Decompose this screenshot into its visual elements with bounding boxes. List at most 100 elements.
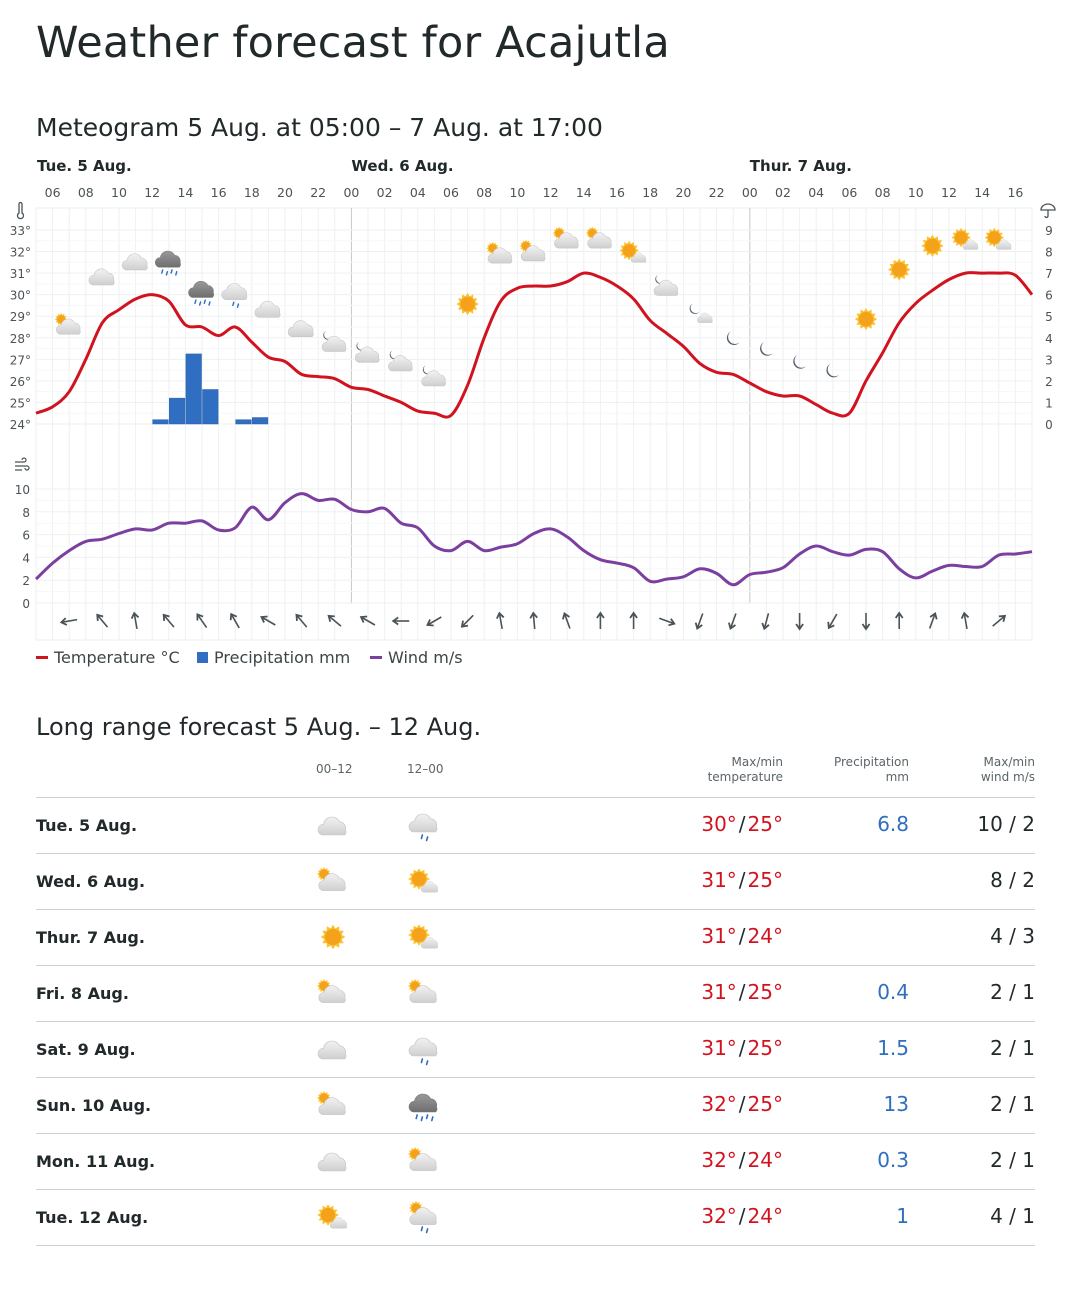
header-divider [36, 797, 1035, 798]
hour-label: 08 [78, 185, 94, 200]
max-temp: 31° [701, 924, 737, 948]
forecast-row[interactable]: Mon. 11 Aug. 32°/24° 0.3 2 / 1 [36, 1134, 1035, 1190]
hour-label: 12 [144, 185, 160, 200]
precipitation-bar [202, 389, 219, 425]
precipitation-axis-label: 3 [1045, 353, 1053, 367]
weather-symbol-cloudy-icon [254, 300, 281, 318]
wind-direction-arrow-icon [596, 611, 605, 629]
hour-label: 22 [709, 185, 725, 200]
row-day: Tue. 5 Aug. [36, 816, 138, 835]
weather-icon-00-12 [313, 808, 353, 844]
min-wind: 1 [1022, 1204, 1035, 1228]
row-temperature: 32°/25° [701, 1092, 783, 1116]
wind-direction-arrow-icon [295, 613, 308, 628]
legend-temperature-swatch [36, 656, 48, 659]
precipitation-axis-label: 7 [1045, 267, 1053, 281]
row-precipitation: 1 [896, 1204, 909, 1228]
wind-direction-arrow-icon [928, 612, 938, 629]
wind-direction-arrow-icon [960, 611, 970, 630]
hour-label: 00 [343, 185, 359, 200]
wind-direction-arrow-icon [861, 613, 871, 631]
min-temp: 25° [747, 980, 783, 1004]
wind-direction-arrow-icon [229, 612, 240, 629]
hour-label: 04 [808, 185, 824, 200]
meteogram-title: Meteogram 5 Aug. at 05:00 – 7 Aug. at 17… [36, 113, 603, 142]
temperature-axis-label: 32° [10, 246, 31, 260]
row-wind: 4 / 1 [990, 1204, 1035, 1228]
header-precipitation-line1: Precipitation [833, 755, 909, 769]
weather-symbol-partlycloudy-night-icon [321, 331, 347, 352]
hour-label: 20 [675, 185, 691, 200]
wind-direction-arrow-icon [795, 613, 804, 631]
legend-wind-label: Wind m/s [388, 648, 463, 667]
header-period-1: 00–12 [316, 762, 353, 776]
forecast-row[interactable]: Tue. 5 Aug. 30°/25° 6.8 10 / 2 [36, 798, 1035, 854]
forecast-row[interactable]: Fri. 8 Aug. 31°/25° 0.4 2 / 1 [36, 966, 1035, 1022]
weather-symbol-fair-day-icon [619, 240, 647, 263]
hour-label: 00 [742, 185, 758, 200]
day-label: Thur. 7 Aug. [750, 157, 852, 175]
weather-symbol-partlycloudy-night-icon [653, 275, 679, 296]
weather-icon-00-12 [313, 1088, 353, 1124]
wind-icon [15, 457, 30, 471]
weather-symbol-cloudy-icon [88, 268, 115, 286]
forecast-row[interactable]: Thur. 7 Aug. 31°/24° 4 / 3 [36, 910, 1035, 966]
wind-direction-arrow-icon [426, 616, 442, 627]
legend-temperature[interactable]: Temperature °C [36, 648, 180, 667]
row-precipitation: 6.8 [877, 812, 909, 836]
page-title: Weather forecast for Acajutla [36, 18, 670, 68]
wind-direction-arrow-icon [761, 613, 770, 631]
legend-precipitation-swatch [197, 652, 208, 663]
precipitation-axis-label: 6 [1045, 289, 1053, 303]
forecast-row[interactable]: Wed. 6 Aug. 31°/25° 8 / 2 [36, 854, 1035, 910]
hour-label: 12 [543, 185, 559, 200]
umbrella-icon [1040, 203, 1056, 219]
weather-symbol-partlycloudy-day-icon [486, 241, 513, 264]
weather-icon-00-12 [313, 864, 353, 900]
hour-label: 12 [941, 185, 957, 200]
row-temperature: 31°/25° [701, 868, 783, 892]
weather-symbol-clearsky-night-icon [726, 331, 740, 346]
hour-label: 04 [410, 185, 426, 200]
weather-symbol-fair-day-icon [984, 227, 1012, 250]
hour-label: 16 [1007, 185, 1023, 200]
wind-axis-label: 6 [22, 529, 30, 543]
weather-symbol-partlycloudy-day-icon [586, 226, 612, 249]
temperature-axis-label: 28° [10, 332, 31, 346]
hour-label: 02 [775, 185, 791, 200]
min-wind: 1 [1022, 1036, 1035, 1060]
row-day: Thur. 7 Aug. [36, 928, 145, 947]
weather-symbol-heavyrain-icon [188, 280, 214, 306]
forecast-row[interactable]: Tue. 12 Aug. 32°/24° 1 4 / 1 [36, 1190, 1035, 1246]
day-label: Wed. 6 Aug. [351, 157, 453, 175]
wind-direction-arrow-icon [728, 613, 737, 630]
separator: / [738, 812, 746, 836]
wind-direction-arrow-icon [694, 613, 704, 630]
row-day: Mon. 11 Aug. [36, 1152, 156, 1171]
legend-precipitation[interactable]: Precipitation mm [197, 648, 350, 667]
weather-symbol-partlycloudy-day-icon [54, 313, 81, 335]
min-wind: 1 [1022, 1148, 1035, 1172]
temperature-axis-label: 31° [10, 267, 31, 281]
weather-icon-12-00 [404, 920, 444, 956]
temperature-axis-label: 33° [10, 224, 31, 238]
forecast-row[interactable]: Sat. 9 Aug. 31°/25° 1.5 2 / 1 [36, 1022, 1035, 1078]
header-wind-line1: Max/min [983, 755, 1035, 769]
legend-wind[interactable]: Wind m/s [370, 648, 463, 667]
max-temp: 31° [701, 980, 737, 1004]
hour-label: 18 [244, 185, 260, 200]
weather-symbol-partlycloudy-night-icon [354, 341, 380, 363]
forecast-row[interactable]: Sun. 10 Aug. 32°/25° 13 2 / 1 [36, 1078, 1035, 1134]
hour-label: 06 [45, 185, 61, 200]
min-temp: 25° [747, 1036, 783, 1060]
row-wind: 2 / 1 [990, 1092, 1035, 1116]
weather-icon-12-00 [404, 1088, 444, 1124]
min-temp: 24° [747, 1204, 783, 1228]
legend-wind-swatch [370, 656, 382, 659]
precipitation-axis-label: 8 [1045, 246, 1053, 260]
separator: / [738, 1204, 746, 1228]
precipitation-bar [169, 397, 186, 425]
row-temperature: 31°/24° [701, 924, 783, 948]
wind-direction-arrow-icon [59, 617, 78, 626]
wind-axis-label: 0 [22, 597, 30, 611]
